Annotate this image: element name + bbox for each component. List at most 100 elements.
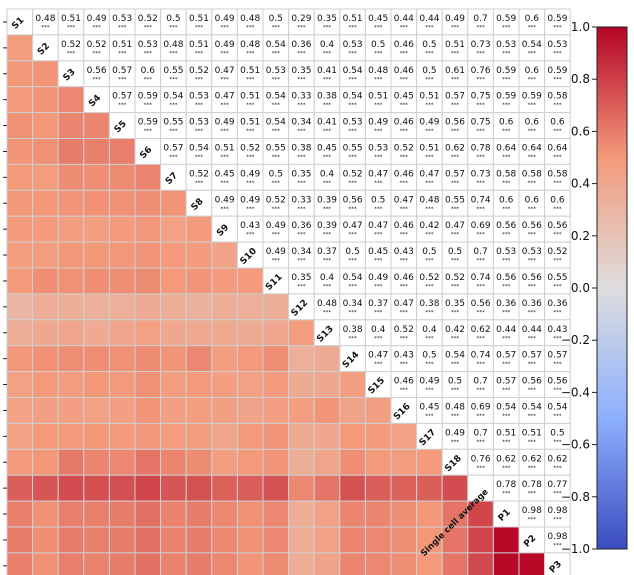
heatmap-cell xyxy=(339,319,366,347)
heatmap-cell xyxy=(544,60,571,88)
cell-significance: *** xyxy=(272,77,281,83)
cell-significance: *** xyxy=(553,310,562,316)
cell-value: 0.48 xyxy=(35,14,55,24)
heatmap-cell xyxy=(288,8,315,36)
heatmap-cell xyxy=(185,215,213,243)
heatmap-cell xyxy=(211,293,238,321)
heatmap-cell xyxy=(364,397,392,424)
heatmap-cell xyxy=(185,397,213,424)
heatmap-cell xyxy=(160,189,187,217)
heatmap-cell xyxy=(416,215,443,243)
heatmap-cell xyxy=(108,293,136,321)
cell-value: 0.55 xyxy=(266,144,286,154)
heatmap-cell xyxy=(57,345,85,373)
heatmap-cell xyxy=(544,189,571,217)
heatmap-cell xyxy=(57,319,85,347)
cell-significance: *** xyxy=(502,336,511,342)
heatmap-cell xyxy=(364,552,392,575)
heatmap-cell xyxy=(262,397,290,424)
cell-significance: *** xyxy=(553,180,562,186)
heatmap-cell xyxy=(134,397,162,424)
heatmap-cell xyxy=(544,526,571,554)
cell-significance: *** xyxy=(502,388,511,394)
heatmap-cell xyxy=(160,86,187,114)
cell-value: 0.57 xyxy=(163,144,183,154)
cell-value: 0.54 xyxy=(163,92,183,102)
cell-value: 0.4 xyxy=(320,169,335,179)
cell-significance: *** xyxy=(451,180,460,186)
cell-value: 0.75 xyxy=(471,92,491,102)
cell-value: 0.33 xyxy=(291,92,311,102)
heatmap-cell xyxy=(416,8,443,36)
heatmap-cell xyxy=(57,189,85,217)
heatmap-cell xyxy=(57,422,85,450)
cell-value: 0.55 xyxy=(163,118,183,128)
heatmap-cell xyxy=(160,112,187,139)
cell-value: 0.6 xyxy=(499,118,514,128)
cell-value: 0.49 xyxy=(215,118,235,128)
cell-significance: *** xyxy=(425,284,434,290)
heatmap-cell xyxy=(441,293,469,321)
cell-significance: *** xyxy=(425,232,434,238)
heatmap-cell xyxy=(288,267,315,295)
heatmap-cell xyxy=(134,8,162,36)
cell-value: 0.41 xyxy=(317,118,337,128)
cell-significance: *** xyxy=(476,284,485,290)
heatmap-cell xyxy=(390,500,418,528)
cell-significance: *** xyxy=(374,362,383,368)
cell-significance: *** xyxy=(220,180,229,186)
cell-value: 0.45 xyxy=(317,144,337,154)
cell-value: 0.52 xyxy=(266,195,286,205)
colorbar: 1.0 0.8 0.6 0.4 0.2 0.0 −0.2 −0.4 −0.6 −0.8 −1.0 xyxy=(561,20,628,556)
cell-value: 0.51 xyxy=(368,92,388,102)
cell-value: 0.47 xyxy=(368,169,388,179)
heatmap-cell xyxy=(364,293,392,321)
heatmap-cell xyxy=(211,112,238,139)
cell-value: 0.45 xyxy=(394,92,414,102)
cell-value: 0.61 xyxy=(445,66,465,76)
heatmap-cell xyxy=(211,241,238,269)
heatmap-cell xyxy=(544,397,571,424)
cell-significance: *** xyxy=(246,180,255,186)
heatmap-cell xyxy=(467,138,494,165)
cell-value: 0.53 xyxy=(522,247,542,257)
cell-significance: *** xyxy=(272,129,281,135)
cell-value: 0.5 xyxy=(371,40,385,50)
cell-value: 0.53 xyxy=(266,66,286,76)
cell-value: 0.56 xyxy=(522,273,542,283)
heatmap-cell xyxy=(32,267,59,295)
cell-value: 0.5 xyxy=(269,14,283,24)
heatmap-cell xyxy=(390,8,418,36)
cell-value: 0.47 xyxy=(368,221,388,231)
heatmap-cell xyxy=(518,138,546,165)
heatmap-cell xyxy=(544,241,571,269)
heatmap-cell xyxy=(32,448,59,476)
heatmap-cell xyxy=(6,138,34,165)
heatmap-cell xyxy=(211,371,238,399)
cell-significance: *** xyxy=(67,51,76,57)
heatmap-cell xyxy=(416,552,443,575)
heatmap-cell xyxy=(262,474,290,502)
heatmap-cell xyxy=(288,345,315,373)
cell-value: 0.55 xyxy=(343,144,363,154)
cell-significance: *** xyxy=(374,155,383,161)
cell-significance: *** xyxy=(528,439,537,445)
heatmap-cell xyxy=(32,397,59,424)
heatmap-cell xyxy=(518,8,546,36)
cell-value: 0.34 xyxy=(343,299,363,309)
cell-significance: *** xyxy=(528,51,537,57)
heatmap-cell xyxy=(416,60,443,88)
colorbar-tick-label: 1.0 xyxy=(571,20,590,34)
heatmap-cell xyxy=(211,34,238,62)
cell-significance: *** xyxy=(246,206,255,212)
cell-value: 0.59 xyxy=(547,66,567,76)
cell-value: 0.59 xyxy=(522,92,542,102)
heatmap-cell xyxy=(108,526,136,554)
heatmap-cell xyxy=(364,371,392,399)
cell-significance: *** xyxy=(502,362,511,368)
heatmap-cell xyxy=(467,215,494,243)
cell-significance: *** xyxy=(553,388,562,394)
heatmap-cell xyxy=(134,371,162,399)
cell-significance: *** xyxy=(451,362,460,368)
cell-significance: *** xyxy=(297,180,306,186)
